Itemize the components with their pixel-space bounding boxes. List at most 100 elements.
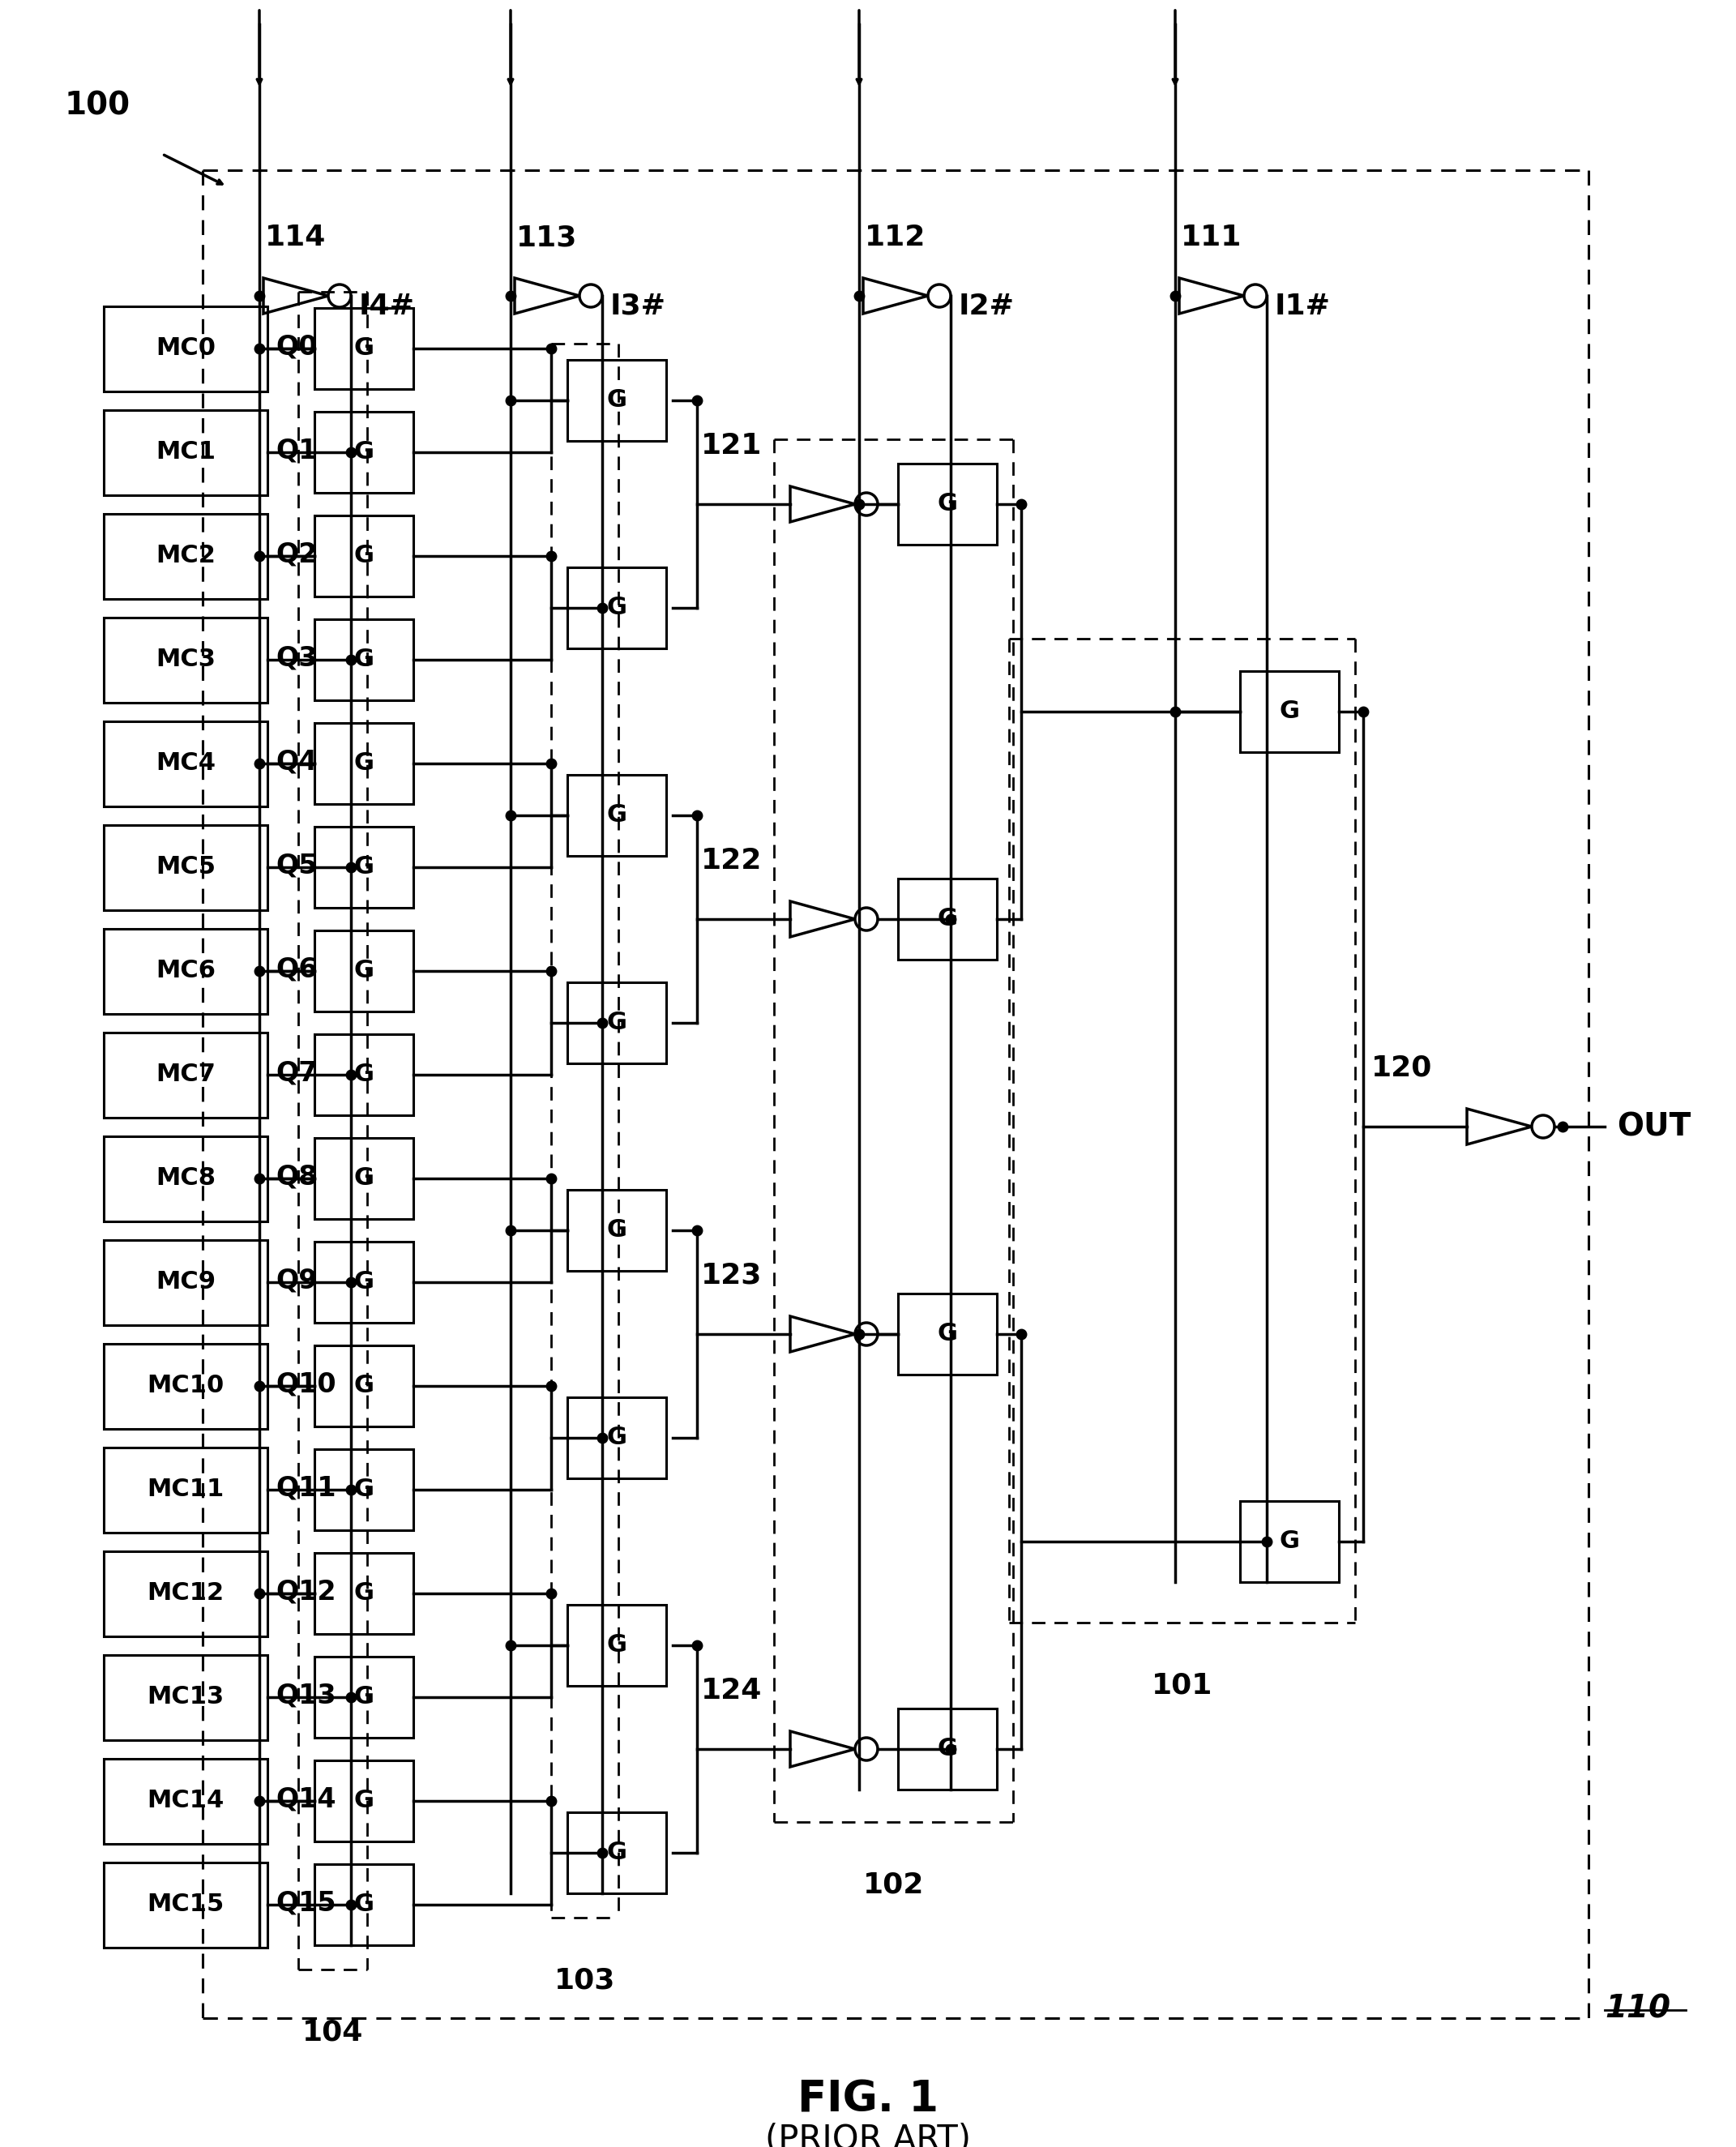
- Text: Q2: Q2: [276, 541, 318, 569]
- Bar: [568, 1604, 667, 1685]
- Text: G: G: [606, 597, 627, 620]
- Text: G: G: [354, 1166, 373, 1189]
- Text: 121: 121: [701, 432, 762, 459]
- Text: 102: 102: [863, 1870, 924, 1898]
- Text: G: G: [354, 337, 373, 361]
- Text: G: G: [937, 1737, 958, 1761]
- Text: G: G: [606, 1219, 627, 1243]
- Text: 120: 120: [1371, 1054, 1432, 1082]
- Text: G: G: [1279, 700, 1300, 724]
- Text: I4#: I4#: [359, 292, 415, 320]
- Bar: [104, 513, 267, 599]
- Text: G: G: [606, 1011, 627, 1035]
- Text: Q0: Q0: [276, 335, 318, 361]
- Bar: [104, 1136, 267, 1222]
- Text: Q5: Q5: [276, 852, 318, 880]
- Text: Q12: Q12: [276, 1578, 337, 1606]
- Bar: [314, 930, 413, 1011]
- Text: G: G: [354, 855, 373, 878]
- Text: 122: 122: [701, 846, 762, 874]
- Bar: [314, 724, 413, 803]
- Text: G: G: [606, 389, 627, 412]
- Text: I1#: I1#: [1274, 292, 1332, 320]
- Bar: [568, 567, 667, 648]
- Text: Q15: Q15: [276, 1889, 337, 1917]
- Text: G: G: [354, 1582, 373, 1606]
- Text: Q11: Q11: [276, 1475, 337, 1503]
- Text: Q3: Q3: [276, 644, 318, 672]
- Text: G: G: [606, 1634, 627, 1657]
- Bar: [104, 928, 267, 1013]
- Bar: [314, 1138, 413, 1219]
- Text: I2#: I2#: [958, 292, 1016, 320]
- Text: G: G: [354, 1788, 373, 1812]
- Text: G: G: [937, 908, 958, 932]
- Text: MC11: MC11: [148, 1477, 224, 1501]
- Text: 100: 100: [64, 90, 130, 120]
- Text: Q8: Q8: [276, 1164, 318, 1192]
- Bar: [104, 824, 267, 910]
- Text: G: G: [606, 803, 627, 827]
- Text: I3#: I3#: [611, 292, 667, 320]
- Text: G: G: [606, 1840, 627, 1864]
- Text: Q6: Q6: [276, 955, 318, 983]
- Bar: [314, 307, 413, 389]
- Text: MC3: MC3: [156, 648, 215, 672]
- Bar: [314, 1346, 413, 1426]
- Text: G: G: [354, 1374, 373, 1398]
- Text: MC9: MC9: [156, 1271, 215, 1295]
- Text: 103: 103: [554, 1967, 615, 1995]
- Text: G: G: [354, 1894, 373, 1917]
- Bar: [104, 721, 267, 805]
- Bar: [314, 827, 413, 908]
- Bar: [104, 1344, 267, 1428]
- Text: MC5: MC5: [156, 855, 215, 878]
- Text: G: G: [354, 648, 373, 672]
- Text: MC0: MC0: [156, 337, 215, 361]
- Text: G: G: [354, 960, 373, 983]
- Text: 114: 114: [266, 223, 326, 251]
- Text: Q1: Q1: [276, 438, 318, 464]
- Text: FIG. 1: FIG. 1: [797, 2078, 939, 2121]
- Bar: [314, 1552, 413, 1634]
- Text: G: G: [937, 1323, 958, 1346]
- Text: 111: 111: [1180, 223, 1243, 251]
- Text: 101: 101: [1151, 1670, 1213, 1698]
- Bar: [314, 1657, 413, 1737]
- Text: MC12: MC12: [148, 1582, 224, 1606]
- Text: MC10: MC10: [148, 1374, 224, 1398]
- Bar: [104, 616, 267, 702]
- Bar: [568, 775, 667, 857]
- Text: Q14: Q14: [276, 1786, 337, 1812]
- Text: Q7: Q7: [276, 1061, 318, 1086]
- Text: Q13: Q13: [276, 1683, 337, 1709]
- Bar: [104, 1550, 267, 1636]
- Bar: [568, 1189, 667, 1271]
- Bar: [104, 1033, 267, 1116]
- Text: MC8: MC8: [156, 1166, 215, 1189]
- Bar: [104, 1655, 267, 1739]
- Bar: [104, 1861, 267, 1947]
- Text: 112: 112: [865, 223, 925, 251]
- Bar: [314, 1761, 413, 1842]
- Text: 124: 124: [701, 1677, 762, 1705]
- Bar: [1240, 672, 1338, 751]
- Bar: [898, 464, 996, 545]
- Bar: [568, 1398, 667, 1479]
- Text: MC6: MC6: [156, 960, 215, 983]
- Bar: [314, 1241, 413, 1323]
- Bar: [314, 618, 413, 700]
- Text: Q9: Q9: [276, 1267, 318, 1295]
- Text: 113: 113: [517, 223, 578, 251]
- Text: Q4: Q4: [276, 749, 318, 775]
- Bar: [568, 1812, 667, 1894]
- Bar: [568, 983, 667, 1063]
- Text: MC13: MC13: [148, 1685, 224, 1709]
- Text: G: G: [937, 492, 958, 515]
- Text: MC15: MC15: [148, 1894, 224, 1917]
- Bar: [314, 412, 413, 494]
- Bar: [314, 1449, 413, 1531]
- Bar: [104, 1239, 267, 1325]
- Bar: [104, 1447, 267, 1533]
- Text: (PRIOR ART): (PRIOR ART): [766, 2123, 970, 2147]
